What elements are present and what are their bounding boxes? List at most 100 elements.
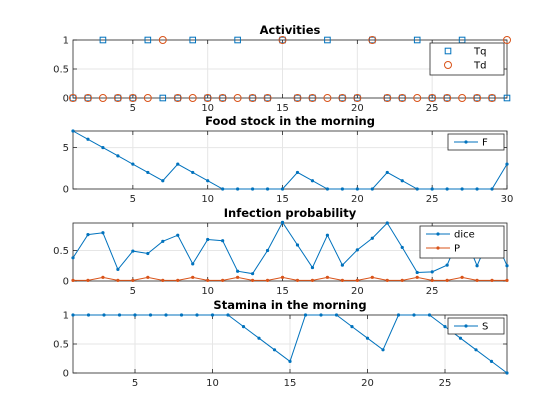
data-point [473, 94, 481, 102]
data-point [113, 94, 122, 102]
data-point [257, 336, 261, 340]
data-point [445, 278, 449, 282]
data-point [430, 278, 434, 282]
data-point [101, 145, 105, 150]
series-F [71, 129, 509, 191]
x-tick-label-4: 25 [426, 103, 439, 114]
data-point [191, 275, 195, 279]
legend-marker-S [464, 324, 468, 328]
data-point [396, 313, 401, 317]
data-point [71, 256, 75, 260]
data-point [475, 278, 479, 282]
data-point [161, 179, 165, 183]
data-point [99, 36, 107, 44]
data-point [310, 179, 315, 183]
data-point [400, 245, 404, 250]
legend: Tq Td [429, 42, 505, 76]
data-point [206, 237, 210, 242]
data-point [338, 94, 347, 102]
x-tick-label-2: 15 [276, 286, 289, 297]
data-point [400, 179, 404, 183]
data-point [385, 278, 389, 282]
data-point [458, 94, 467, 102]
data-point [71, 129, 75, 133]
data-point [460, 275, 464, 279]
chart-title: Stamina in the morning [213, 298, 366, 312]
legend-marker-P [436, 246, 440, 250]
data-point [173, 94, 182, 102]
data-point [430, 270, 434, 274]
data-point [101, 231, 105, 235]
x-tick-label-2: 15 [284, 378, 297, 389]
axes-box [72, 130, 508, 190]
data-point [250, 187, 255, 191]
data-point [264, 94, 271, 102]
legend-marker-dice [436, 232, 440, 236]
data-point [234, 36, 241, 44]
legend-label-Tq: Tq [473, 47, 486, 58]
data-point [272, 348, 277, 352]
legend-label-F: F [482, 138, 488, 149]
data-point [84, 94, 92, 102]
x-tick-label-3: 20 [351, 194, 364, 205]
data-point [265, 187, 270, 191]
data-point [475, 187, 479, 191]
data-point [188, 94, 197, 102]
data-point [210, 313, 215, 317]
data-point [355, 187, 359, 191]
data-point [146, 275, 150, 279]
data-point [490, 187, 494, 191]
data-point [460, 187, 464, 191]
data-point [191, 262, 195, 266]
x-tick-label-4: 25 [439, 378, 452, 389]
data-point [445, 263, 449, 267]
data-point [146, 170, 150, 175]
data-point [250, 278, 255, 282]
data-point [236, 187, 240, 191]
x-tick-label-1: 10 [201, 103, 214, 114]
data-point [398, 94, 406, 102]
data-point [280, 275, 285, 279]
legend-label-P: P [454, 244, 460, 255]
data-point [370, 187, 374, 191]
chart-1: 5 10 15 20 25 0 0.5 1 Activities Tq Td [53, 23, 511, 114]
data-point [102, 313, 106, 317]
legend-label-dice: dice [454, 230, 475, 241]
data-point [206, 179, 210, 183]
data-point [221, 239, 225, 243]
legend-box [429, 42, 505, 76]
data-point [443, 325, 447, 329]
data-point [128, 94, 137, 102]
data-point [295, 170, 300, 175]
series-P [71, 275, 509, 282]
data-point [71, 313, 75, 317]
data-point [325, 233, 330, 237]
data-point [203, 94, 212, 102]
data-point [189, 36, 197, 44]
data-point [368, 36, 377, 44]
data-point [116, 154, 120, 158]
data-point [161, 278, 165, 282]
y-tick-label-1: 0.5 [53, 65, 69, 76]
x-tick-label-5: 30 [501, 194, 514, 205]
x-tick-label-0: 5 [130, 194, 136, 205]
data-point [146, 251, 150, 256]
data-point [86, 278, 90, 282]
data-point [340, 263, 344, 267]
data-point [458, 336, 463, 340]
legend-label-Td: Td [473, 61, 486, 72]
data-point [295, 243, 300, 247]
data-point [413, 94, 422, 102]
data-point [250, 272, 255, 276]
data-point [398, 94, 407, 102]
data-point [226, 313, 230, 317]
chart-2: 5 10 15 20 25 30 0 5 Food stock in the morning F [63, 114, 514, 205]
data-point [263, 94, 272, 102]
data-point [385, 170, 389, 175]
legend: dice P [419, 225, 505, 259]
data-point [144, 36, 152, 44]
data-point [505, 162, 509, 166]
data-point [309, 94, 316, 102]
legend-label-S: S [482, 322, 488, 333]
